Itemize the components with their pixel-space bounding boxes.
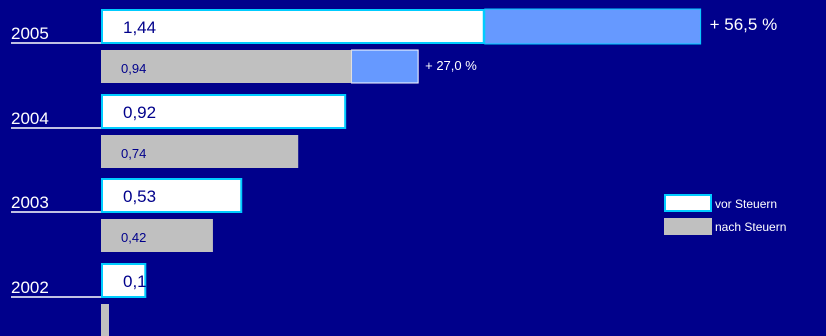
bar-nach-steuern-2002 [101, 304, 109, 336]
year-label-2003: 2003 [11, 193, 49, 212]
value-label-nach-2005: 0,94 [121, 61, 146, 76]
bar-nach-steuern-2005 [101, 50, 352, 83]
value-label-vor-2004: 0,92 [123, 103, 156, 122]
year-label-2005: 2005 [11, 24, 49, 43]
year-label-2004: 2004 [11, 109, 49, 128]
growth-label-2005-nach: + 27,0 % [425, 58, 477, 73]
value-label-vor-2002: 0,17 [123, 272, 156, 291]
bar-vor-steuern-2005 [101, 9, 485, 44]
legend-label-vor-steuern: vor Steuern [715, 197, 777, 211]
bar-vor-steuern-2003 [101, 178, 243, 213]
legend-label-nach-steuern: nach Steuern [715, 220, 786, 234]
legend-swatch-nach-steuern [664, 218, 712, 235]
growth-bar-2005-nach [351, 49, 419, 84]
bar-nach-steuern-2004 [101, 135, 299, 168]
bar-vor-steuern-2004 [101, 94, 347, 129]
legend-swatch-vor-steuern [664, 194, 712, 212]
year-label-2002: 2002 [11, 278, 49, 297]
value-label-nach-2003: 0,42 [121, 230, 146, 245]
growth-bar-2005-vor [484, 8, 702, 45]
value-label-vor-2005: 1,44 [123, 18, 156, 37]
value-label-nach-2004: 0,74 [121, 146, 146, 161]
value-label-nach-2002: 0,03 [121, 315, 146, 330]
bar-vor-steuern-2002 [101, 263, 147, 298]
bar-nach-steuern-2003 [101, 219, 213, 252]
value-label-vor-2003: 0,53 [123, 187, 156, 206]
growth-label-2005-vor: + 56,5 % [710, 15, 778, 34]
